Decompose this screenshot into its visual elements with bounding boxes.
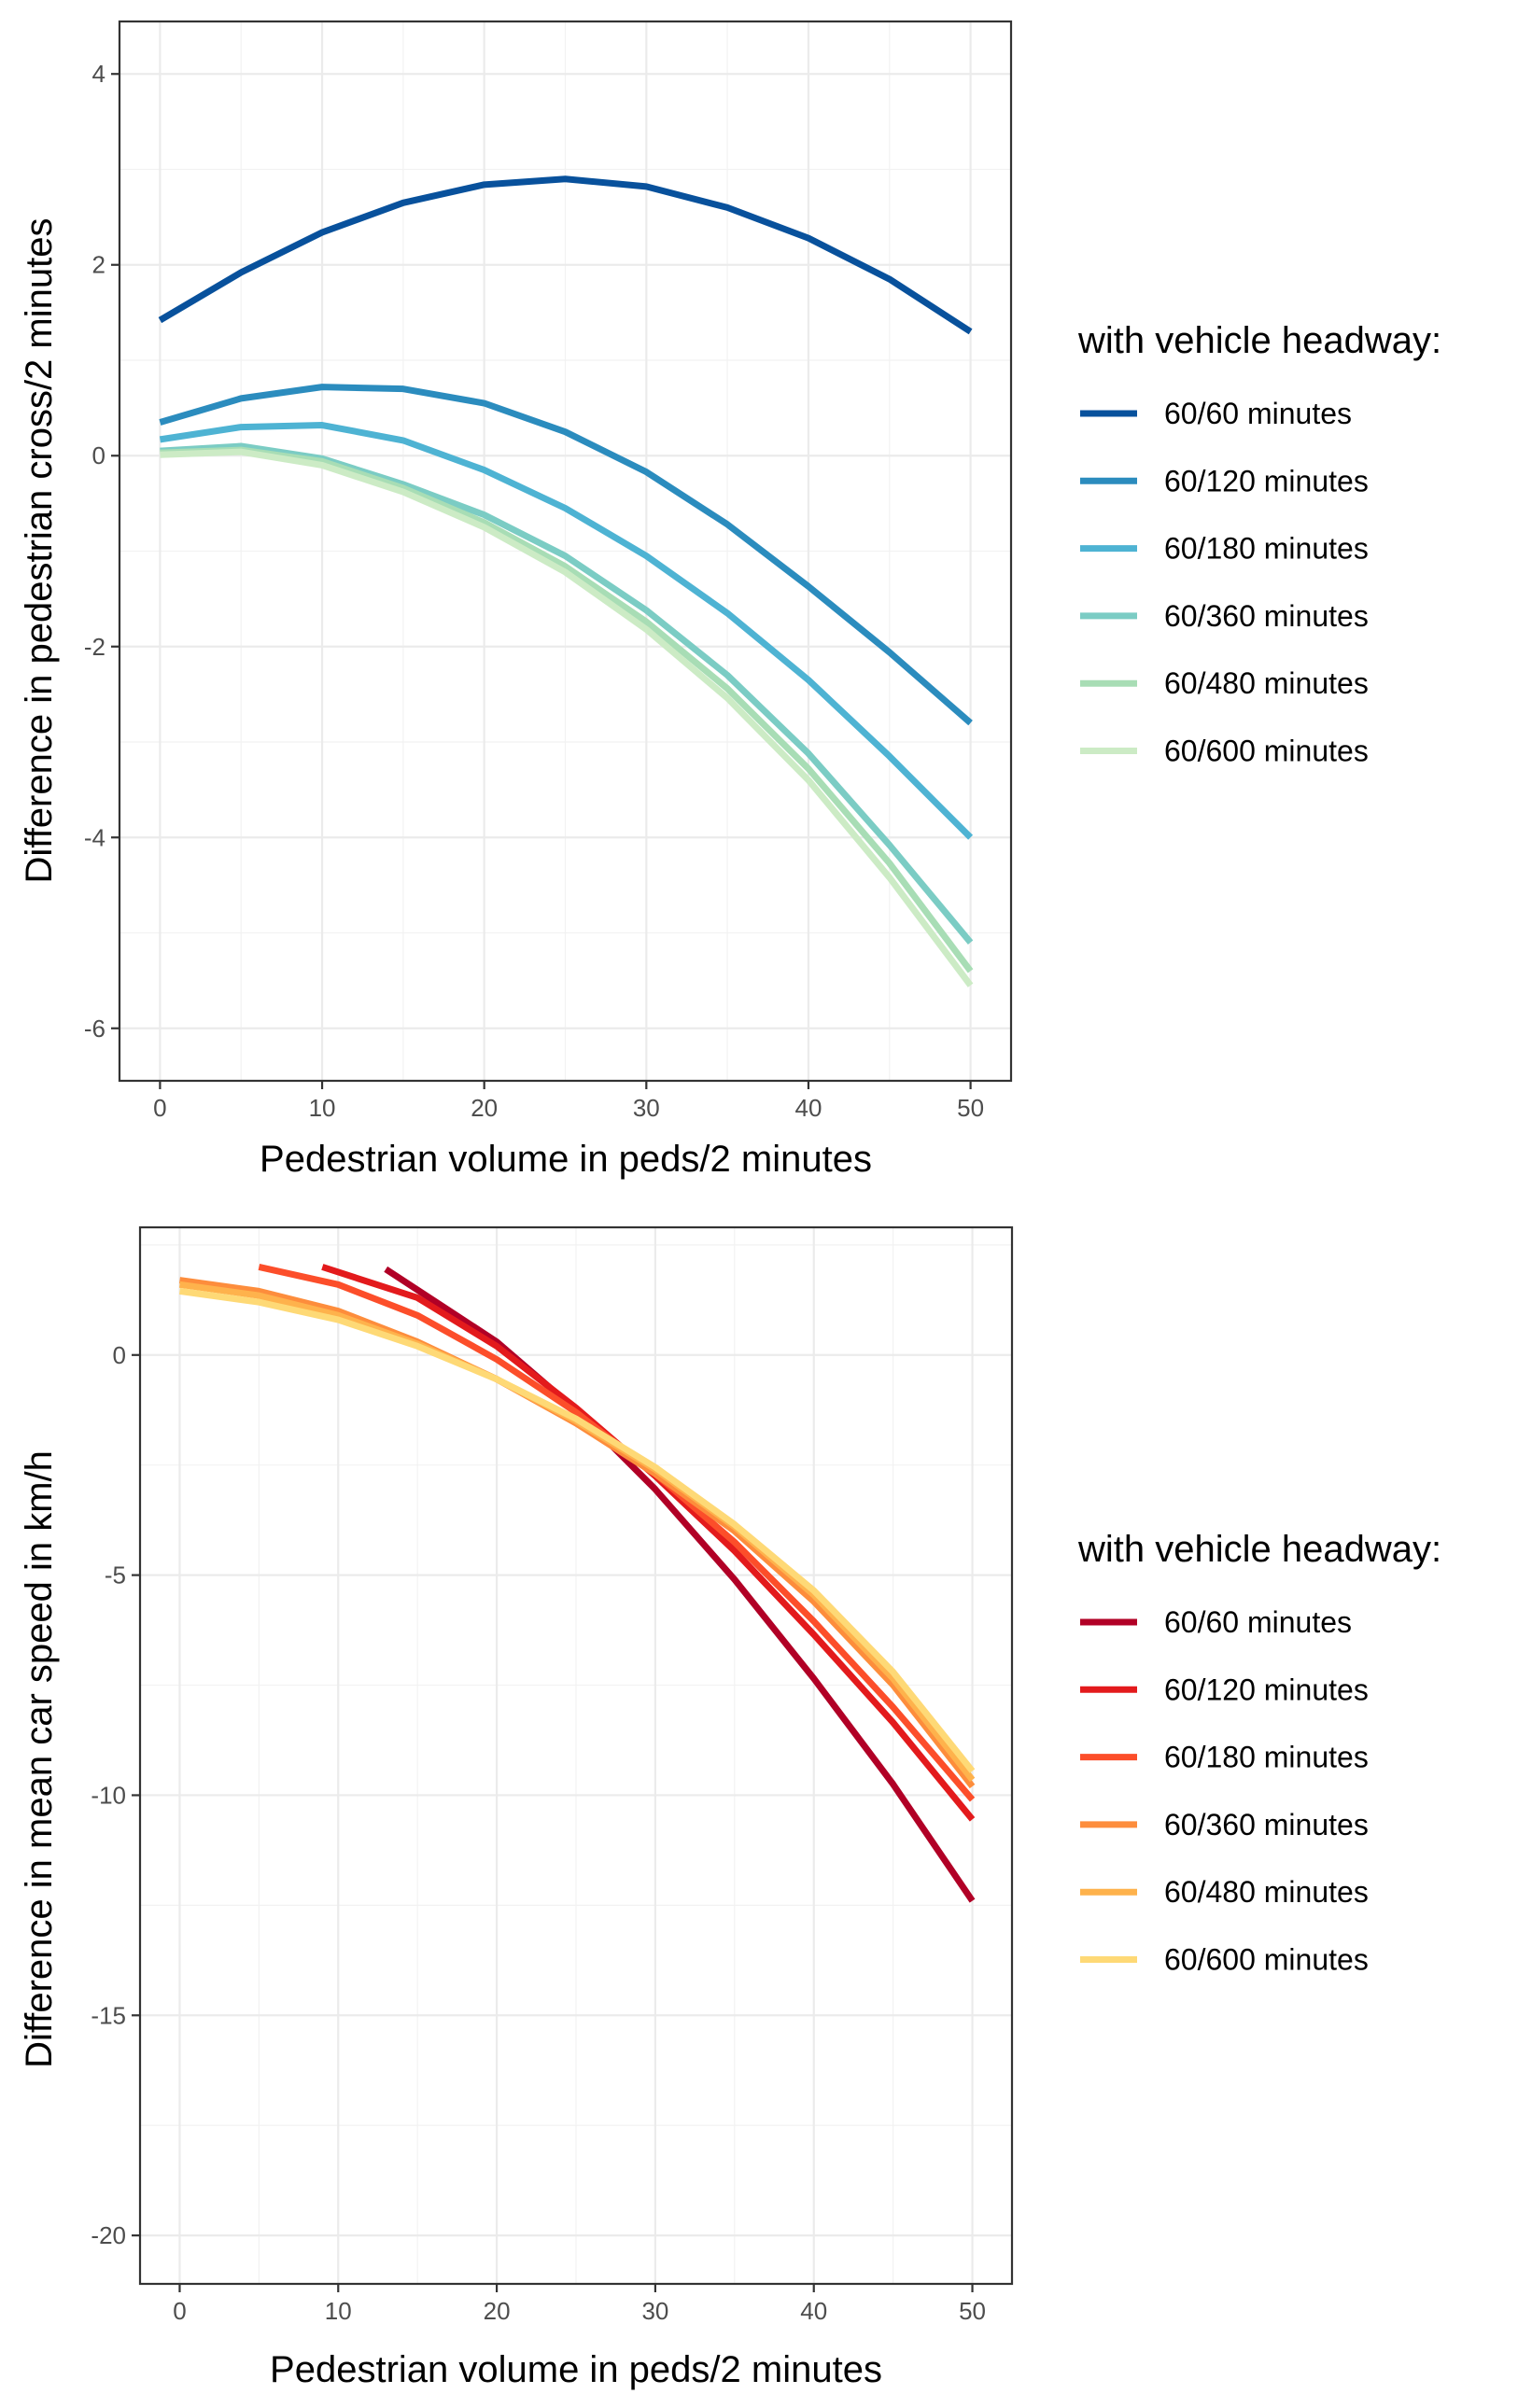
y-tick-label: -6: [84, 1015, 105, 1043]
legend-label-60-480: 60/480 minutes: [1164, 666, 1369, 700]
series-line-60-180: [159, 422, 974, 840]
chart-1: 0 10 20 30 40 50 -6 -4 -2 0 2 4 Pedestrian volume in…: [19, 20, 1441, 1180]
y-tick-label: -5: [105, 1561, 126, 1589]
legend-label-60-60: 60/60 minutes: [1164, 397, 1352, 430]
x-tick-label: 40: [800, 2297, 827, 2325]
x-tick-label: 10: [309, 1094, 336, 1122]
legend-label-60-360: 60/360 minutes: [1164, 599, 1369, 633]
legend-label-60-600: 60/600 minutes: [1164, 1943, 1369, 1977]
x-tick-label: 30: [641, 2297, 668, 2325]
legend-label-60-60: 60/60 minutes: [1164, 1605, 1352, 1639]
y-tick-label: -15: [91, 2001, 126, 2029]
legend-label-60-120: 60/120 minutes: [1164, 1673, 1369, 1706]
x-tick-label: 0: [173, 2297, 186, 2325]
legend-title: with vehicle headway:: [1077, 320, 1441, 361]
chart-2: 0 10 20 30 40 50 -20 -15 -10 -5 0 Pedestrian volume…: [19, 1225, 1441, 2390]
legend-title: with vehicle headway:: [1077, 1529, 1441, 1570]
legend-label-60-360: 60/360 minutes: [1164, 1808, 1369, 1841]
y-tick-label: -2: [84, 633, 105, 661]
series-lines: [158, 175, 974, 987]
series-line-60-600: [160, 448, 974, 987]
series-line-60-600: [178, 1287, 976, 1773]
gridlines: [119, 21, 1011, 1081]
y-tick-label: -10: [91, 1781, 126, 1809]
y-tick-label: -4: [84, 823, 105, 851]
series-line-60-60: [158, 175, 973, 335]
legend: with vehicle headway: 60/60 minutes 60/120…: [1077, 1529, 1441, 1977]
y-axis-title: Difference in mean car speed in km/h: [19, 1450, 60, 2068]
x-tick-label: 30: [633, 1094, 660, 1122]
axes: 0 10 20 30 40 50 -20 -15 -10 -5 0: [91, 1341, 986, 2325]
y-tick-label: -20: [91, 2221, 126, 2249]
legend: with vehicle headway: 60/60 minutes 60/120…: [1077, 320, 1441, 768]
legend-label-60-600: 60/600 minutes: [1164, 735, 1369, 768]
x-tick-label: 10: [325, 2297, 352, 2325]
x-tick-label: 0: [153, 1094, 166, 1122]
panel-border: [118, 20, 1013, 1083]
y-tick-label: 0: [92, 441, 105, 469]
x-tick-label: 20: [484, 2297, 511, 2325]
panel-border: [138, 1225, 1014, 2286]
x-axis-title: Pedestrian volume in peds/2 minutes: [270, 2349, 882, 2390]
legend-label-60-180: 60/180 minutes: [1164, 532, 1369, 566]
y-tick-label: 2: [92, 251, 105, 279]
legend-label-60-180: 60/180 minutes: [1164, 1741, 1369, 1774]
y-tick-label: 4: [92, 60, 105, 88]
series-lines: [178, 1264, 976, 1903]
x-tick-label: 20: [471, 1094, 498, 1122]
x-tick-label: 40: [794, 1094, 822, 1122]
series-line-60-120: [159, 384, 973, 726]
x-tick-label: 50: [959, 2297, 986, 2325]
gridlines: [140, 1227, 1012, 2284]
x-axis-title: Pedestrian volume in peds/2 minutes: [260, 1139, 872, 1180]
y-tick-label: 0: [113, 1341, 126, 1369]
legend-label-60-480: 60/480 minutes: [1164, 1875, 1369, 1909]
axes: 0 10 20 30 40 50 -6 -4 -2 0 2 4: [84, 60, 984, 1122]
x-tick-label: 50: [957, 1094, 984, 1122]
legend-label-60-120: 60/120 minutes: [1164, 464, 1369, 497]
y-axis-title: Difference in pedestrian cross/2 minutes: [19, 218, 60, 884]
